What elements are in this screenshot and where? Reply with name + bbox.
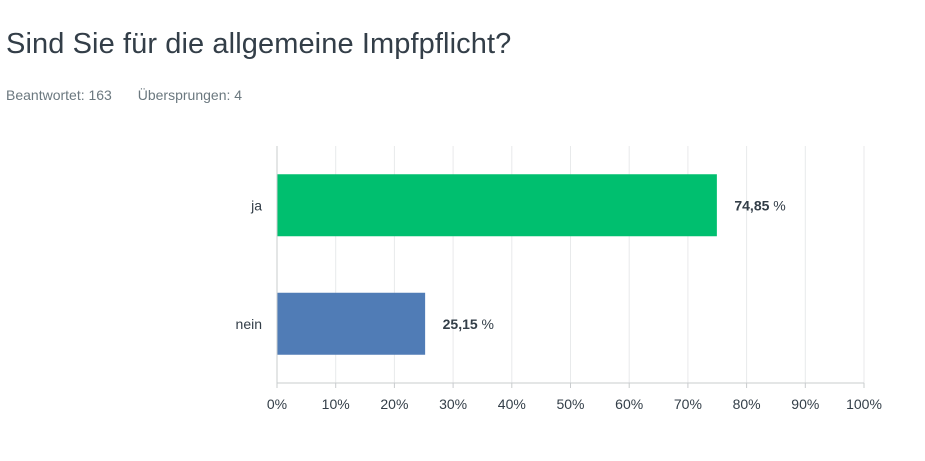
x-tick-label: 10% — [322, 396, 350, 412]
x-tick-label: 20% — [380, 396, 408, 412]
x-tick-label: 50% — [556, 396, 584, 412]
x-tick-label: 0% — [267, 396, 287, 412]
bar-nein — [277, 292, 426, 355]
value-label: 74,85 % — [734, 197, 785, 213]
question-title: Sind Sie für die allgemeine Impfpflicht? — [6, 28, 512, 60]
response-stats: Beantwortet: 163 Übersprungen: 4 — [6, 87, 264, 103]
value-label: 25,15 % — [443, 316, 494, 332]
category-label: nein — [236, 316, 262, 332]
x-tick-label: 90% — [791, 396, 819, 412]
x-tick-label: 100% — [846, 396, 882, 412]
answered-count: Beantwortet: 163 — [6, 87, 112, 103]
skipped-count: Übersprungen: 4 — [137, 87, 243, 103]
x-tick-label: 40% — [498, 396, 526, 412]
x-tick-label: 70% — [674, 396, 702, 412]
bar-ja — [277, 174, 717, 237]
x-tick-label: 30% — [439, 396, 467, 412]
category-label: ja — [250, 197, 262, 213]
x-tick-label: 80% — [733, 396, 761, 412]
x-tick-label: 60% — [615, 396, 643, 412]
